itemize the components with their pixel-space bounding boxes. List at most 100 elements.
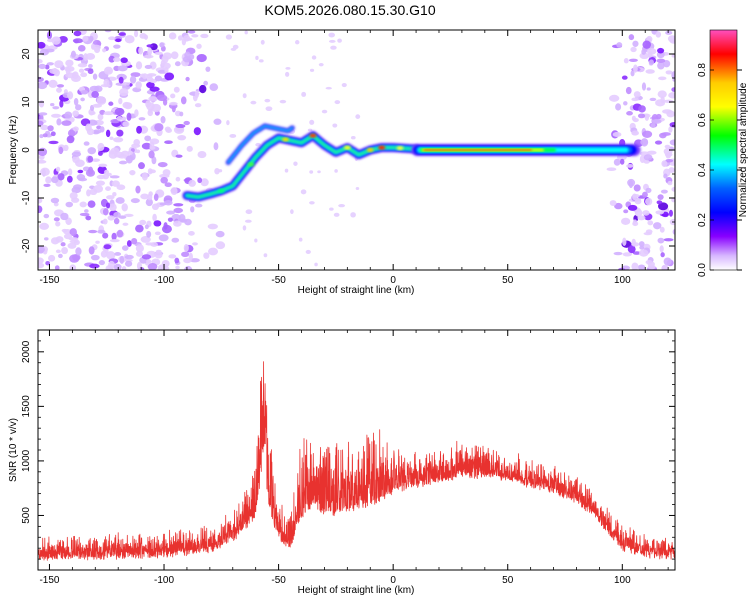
noise-speck [309,170,314,174]
noise-blob [197,151,207,159]
noise-blob [80,72,88,78]
noise-blob [38,58,43,64]
noise-blob [654,140,663,145]
noise-speck [330,45,337,50]
noise-blob [66,135,75,144]
noise-blob [646,48,657,55]
noise-blob [668,92,675,99]
noise-blob [70,50,76,58]
noise-blob [65,72,76,79]
noise-blob [214,167,220,175]
noise-blob [655,210,665,215]
noise-blob [171,237,180,243]
noise-blob [77,169,84,174]
noise-blob [89,111,96,116]
noise-blob [54,265,60,270]
noise-blob [97,229,106,234]
noise-blob [102,232,109,239]
noise-speck [350,136,356,140]
noise-blob [197,177,203,184]
noise-blob [58,146,64,155]
noise-blob [102,208,109,216]
noise-blob [108,36,116,41]
noise-blob [42,133,48,138]
noise-blob [213,118,222,125]
noise-blob [640,139,648,146]
noise-speck [232,44,239,50]
noise-blob [83,53,88,61]
noise-speck [309,68,315,72]
noise-blob [91,158,101,162]
spectrogram-ridge [182,123,641,202]
noise-blob [141,172,148,181]
noise-blob [80,90,89,95]
noise-blob [203,252,210,259]
noise-blob [193,127,201,136]
noise-blob [39,134,44,139]
noise-blob [120,82,131,86]
noise-blob [646,150,657,155]
noise-blob [151,203,159,211]
noise-speck [250,100,257,105]
noise-blob [672,78,675,82]
noise-blob [65,217,72,225]
noise-blob [665,159,674,163]
noise-blob [71,151,82,157]
noise-blob [67,168,73,176]
noise-speck [337,38,342,43]
noise-speck [300,189,307,195]
noise-blob [626,164,634,168]
noise-blob [631,238,636,247]
noise-blob [84,209,89,213]
noise-blob [148,108,153,114]
snr-y-label: SNR (10 * v/v) [8,418,19,482]
noise-blob [85,53,96,60]
noise-blob [641,82,647,91]
noise-blob [646,87,651,91]
noise-blob [171,213,181,223]
noise-blob [672,228,675,235]
noise-blob [82,35,89,42]
noise-blob [103,244,112,250]
noise-blob [60,242,66,247]
colorbar-frame [709,29,738,271]
noise-blob [642,130,653,138]
noise-blob [139,33,147,39]
noise-blob [133,139,141,146]
noise-blob [91,90,99,99]
noise-blob [55,166,61,172]
noise-blob [642,40,652,49]
noise-blob [145,100,151,108]
ridge-hotspot [281,137,289,142]
noise-blob [187,30,196,34]
noise-blob [95,240,100,244]
noise-blob [207,223,218,230]
noise-blob [142,73,148,80]
y-tick-label: 20 [21,48,32,60]
noise-blob [657,237,665,244]
snr-background [38,330,675,570]
noise-blob [194,90,199,99]
noise-blob [38,147,48,157]
noise-blob [116,184,126,191]
noise-blob [194,103,202,108]
noise-blob [140,235,151,243]
noise-blob [667,35,675,43]
noise-blob [113,217,120,225]
noise-blob [86,128,95,136]
noise-blob [632,219,638,225]
noise-blob [655,31,662,38]
noise-blob [100,84,111,88]
noise-blob [631,130,639,136]
noise-speck [318,62,324,67]
noise-blob [50,237,60,245]
noise-blob [46,62,54,66]
noise-blob [188,231,195,236]
noise-blob [109,136,114,141]
noise-blob [60,212,69,221]
noise-blob [658,76,667,81]
noise-blob [38,246,45,253]
noise-blob [634,198,642,205]
noise-blob [623,209,629,214]
noise-blob [141,142,152,150]
